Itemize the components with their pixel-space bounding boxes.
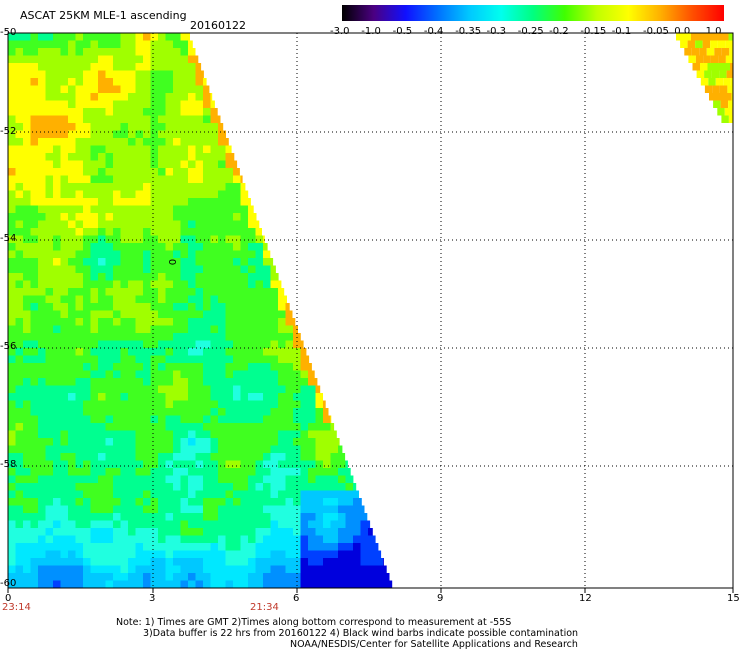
colorbar-tick-label: 1.0 bbox=[705, 26, 722, 37]
x-tick-label: 6 bbox=[293, 593, 300, 604]
colorbar-labels: -3.0 -1.0 -0.5 -0.4 -0.35 -0.3 -0.25 -0.2 -0.15-… bbox=[330, 26, 730, 38]
colorbar-tick-label: -0.1 bbox=[611, 26, 632, 37]
y-tick-label: -54 bbox=[0, 233, 17, 244]
note-line-2: 3)Data buffer is 22 hrs from 20160122 4)… bbox=[143, 628, 579, 639]
swath-cells bbox=[8, 33, 393, 588]
note-line-1: Note: 1) Times are GMT 2)Times along bot… bbox=[116, 617, 512, 628]
colorbar-tick-label: -0.2 bbox=[549, 26, 569, 37]
map-date: 20160122 bbox=[190, 19, 246, 32]
colorbar-tick-label: -0.4 bbox=[423, 26, 444, 37]
x-tick-label: 0 bbox=[5, 593, 12, 604]
y-tick-label: -58 bbox=[0, 459, 17, 470]
swath-cells-east bbox=[676, 33, 734, 123]
contour-label: 0 bbox=[166, 258, 178, 266]
time-label: 23:14 bbox=[2, 602, 31, 613]
x-tick-label: 12 bbox=[579, 593, 592, 604]
note-line-3: NOAA/NESDIS/Center for Satellite Applica… bbox=[290, 639, 578, 650]
x-tick-label: 9 bbox=[437, 593, 444, 604]
grid-lines bbox=[8, 33, 733, 588]
axis-ticks bbox=[7, 588, 734, 593]
colorbar-tick-label: -1.0 bbox=[361, 26, 381, 37]
map-title: ASCAT 25KM MLE-1 ascending bbox=[20, 9, 187, 22]
colorbar bbox=[342, 5, 724, 21]
y-tick-label: -50 bbox=[0, 27, 17, 38]
time-label: 21:34 bbox=[250, 602, 279, 613]
plot-frame bbox=[7, 32, 734, 589]
colorbar-tick-label: -0.3 bbox=[486, 26, 507, 37]
colorbar-tick-label: -0.35 bbox=[455, 26, 482, 37]
y-tick-label: -60 bbox=[0, 578, 17, 589]
x-tick-label: 3 bbox=[149, 593, 156, 604]
colorbar-tick-label: -0.25 bbox=[517, 26, 544, 37]
colorbar-tick-label: -0.5 bbox=[392, 26, 413, 37]
colorbar-gradient bbox=[342, 5, 724, 21]
colorbar-tick-label: -3.0 bbox=[330, 26, 350, 37]
y-tick-label: -52 bbox=[0, 126, 17, 137]
colorbar-tick-label: -0.15 bbox=[580, 26, 607, 37]
y-tick-label: -56 bbox=[0, 341, 17, 352]
colorbar-tick-label: -0.05 bbox=[643, 26, 669, 37]
x-tick-label: 15 bbox=[727, 593, 740, 604]
colorbar-tick-label: 0.0 bbox=[674, 26, 691, 37]
